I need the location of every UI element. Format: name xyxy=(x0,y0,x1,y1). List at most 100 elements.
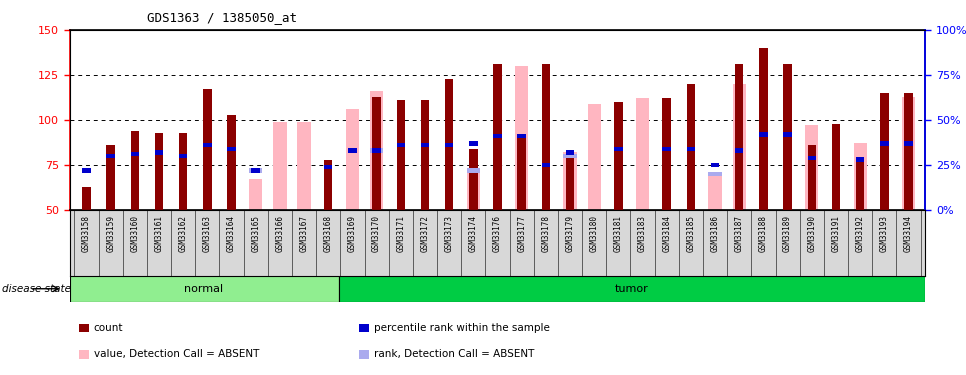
Bar xyxy=(687,147,696,151)
Text: GSM33174: GSM33174 xyxy=(469,215,478,252)
Text: GSM33183: GSM33183 xyxy=(639,215,647,252)
Text: GSM33167: GSM33167 xyxy=(299,215,308,252)
Bar xyxy=(338,276,925,302)
Bar xyxy=(155,133,163,210)
Bar xyxy=(370,91,384,210)
Bar xyxy=(106,145,115,210)
Text: GSM33176: GSM33176 xyxy=(493,215,502,252)
Bar xyxy=(542,163,550,167)
Bar xyxy=(494,134,501,138)
Text: GSM33158: GSM33158 xyxy=(82,215,91,252)
Bar xyxy=(805,125,818,210)
Bar xyxy=(445,79,453,210)
Text: GSM33177: GSM33177 xyxy=(517,215,526,252)
Bar xyxy=(346,109,359,210)
Bar xyxy=(82,168,91,172)
Bar xyxy=(735,64,744,210)
Bar xyxy=(203,143,212,147)
Text: GSM33166: GSM33166 xyxy=(275,215,284,252)
Bar xyxy=(808,156,816,160)
Bar xyxy=(566,150,574,154)
Text: GSM33194: GSM33194 xyxy=(904,215,913,252)
Text: GSM33180: GSM33180 xyxy=(589,215,599,252)
Text: rank, Detection Call = ABSENT: rank, Detection Call = ABSENT xyxy=(374,350,534,359)
Bar xyxy=(227,115,236,210)
Bar xyxy=(904,141,913,146)
Bar xyxy=(515,66,528,210)
Text: GSM33192: GSM33192 xyxy=(856,215,865,252)
Bar xyxy=(273,122,287,210)
Bar xyxy=(808,145,816,210)
Bar xyxy=(324,160,332,210)
Bar xyxy=(467,168,480,172)
Bar xyxy=(445,143,453,147)
Text: GSM33161: GSM33161 xyxy=(155,215,163,252)
Bar xyxy=(518,138,526,210)
Text: GSM33187: GSM33187 xyxy=(735,215,744,252)
Bar xyxy=(783,64,792,210)
Bar xyxy=(467,170,480,210)
Bar xyxy=(904,93,913,210)
Bar xyxy=(759,132,768,136)
Text: GSM33160: GSM33160 xyxy=(130,215,139,252)
Bar xyxy=(324,165,332,169)
Text: GSM33181: GSM33181 xyxy=(613,215,623,252)
Bar xyxy=(179,133,187,210)
Bar xyxy=(636,98,649,210)
Bar xyxy=(82,187,91,210)
Bar xyxy=(155,150,163,154)
Text: GDS1363 / 1385050_at: GDS1363 / 1385050_at xyxy=(147,11,297,24)
Text: GSM33193: GSM33193 xyxy=(880,215,889,252)
Bar xyxy=(687,84,696,210)
Text: GSM33191: GSM33191 xyxy=(832,215,840,252)
Text: GSM33164: GSM33164 xyxy=(227,215,236,252)
Bar xyxy=(298,122,311,210)
Bar xyxy=(518,134,526,138)
Bar xyxy=(563,154,577,158)
Bar xyxy=(227,147,236,151)
Text: GSM33163: GSM33163 xyxy=(203,215,212,252)
Bar xyxy=(663,98,671,210)
Bar xyxy=(130,152,139,156)
Bar xyxy=(542,64,550,210)
Text: count: count xyxy=(94,323,124,333)
Bar xyxy=(179,154,187,158)
Bar xyxy=(587,104,601,210)
Bar xyxy=(708,172,722,176)
Text: normal: normal xyxy=(185,284,223,294)
Bar xyxy=(614,102,623,210)
Bar xyxy=(880,93,889,210)
Bar xyxy=(372,97,381,210)
Bar xyxy=(663,147,671,151)
Bar xyxy=(566,151,574,210)
Text: GSM33168: GSM33168 xyxy=(324,215,332,252)
Bar xyxy=(372,148,381,153)
Bar xyxy=(614,147,623,151)
Bar xyxy=(251,168,260,172)
Text: disease state: disease state xyxy=(2,284,71,294)
Bar xyxy=(902,97,915,210)
Bar xyxy=(130,131,139,210)
Text: GSM33188: GSM33188 xyxy=(759,215,768,252)
Bar xyxy=(708,174,722,210)
Bar xyxy=(106,154,115,158)
Bar xyxy=(469,141,477,146)
Text: GSM33185: GSM33185 xyxy=(687,215,696,252)
Bar xyxy=(370,148,384,153)
Text: GSM33189: GSM33189 xyxy=(783,215,792,252)
Bar xyxy=(854,143,867,210)
Text: GSM33170: GSM33170 xyxy=(372,215,382,252)
Bar xyxy=(783,132,792,136)
Text: percentile rank within the sample: percentile rank within the sample xyxy=(374,323,550,333)
Bar xyxy=(421,143,429,147)
Bar xyxy=(856,158,865,210)
Text: GSM33169: GSM33169 xyxy=(348,215,356,252)
Bar xyxy=(469,149,477,210)
Bar xyxy=(494,64,501,210)
Bar xyxy=(711,163,720,167)
Text: GSM33173: GSM33173 xyxy=(444,215,454,252)
Bar xyxy=(397,143,405,147)
Bar xyxy=(856,158,865,162)
Bar xyxy=(70,276,338,302)
Bar xyxy=(880,141,889,146)
